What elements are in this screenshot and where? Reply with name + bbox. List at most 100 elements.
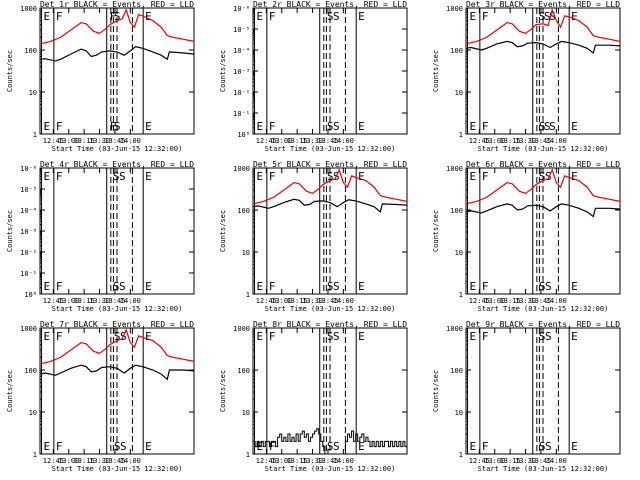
panel-title: Det 5r BLACK = Events, RED = LLD (253, 160, 407, 169)
x-tick-label: 13:30 (89, 457, 110, 465)
series-events-line (465, 40, 621, 55)
marker-label-top: F (482, 330, 489, 343)
marker-label-top: F (56, 10, 63, 23)
detector-panel-1: Det 1r BLACK = Events, RED = LLD 1 10 100 10… (6, 0, 195, 153)
marker-label-top: F (269, 170, 276, 183)
y-tick-label: 1 (33, 451, 37, 459)
marker-label-bottom: S (545, 440, 552, 453)
x-tick-label: 13:45 (530, 457, 551, 465)
x-axis-label: Start Time (03-Jun-15 12:32:00) (478, 305, 609, 313)
marker-label-top: S (539, 330, 546, 343)
y-tick-label: 1 (246, 291, 250, 299)
y-tick-label: 1 (459, 131, 463, 139)
y-axis-label: Counts/sec (219, 370, 227, 412)
series-events-line (252, 198, 408, 213)
x-tick-label: 13:00 (271, 457, 292, 465)
y-axis-label: Counts/sec (432, 370, 440, 412)
marker-label-top: S (327, 330, 334, 343)
y-tick-label: 10⁻⁴ (233, 47, 250, 55)
marker-label-bottom: F (269, 440, 276, 453)
marker-label-top: E (145, 10, 152, 23)
y-tick-label: 1000 (233, 165, 250, 173)
marker-label-bottom: F (482, 440, 489, 453)
marker-label-top: F (482, 10, 489, 23)
marker-label-bottom: S (120, 440, 127, 453)
panel-title: Det 9r BLACK = Events, RED = LLD (466, 320, 620, 329)
marker-label-bottom: E (145, 120, 152, 133)
y-tick-label: 10 (242, 249, 250, 257)
y-tick-label: 1 (33, 131, 37, 139)
y-tick-label: 1000 (233, 325, 250, 333)
y-tick-label: 10⁰ (24, 291, 37, 299)
detector-panel-7: Det 7r BLACK = Events, RED = LLD 1 10 100 10… (6, 320, 195, 473)
x-tick-label: 14:00 (333, 457, 354, 465)
x-tick-label: 13:45 (530, 297, 551, 305)
marker-label-bottom: E (358, 440, 365, 453)
marker-label-top: S (114, 330, 121, 343)
x-tick-label: 13:15 (74, 457, 95, 465)
x-tick-label: 12:45 (469, 137, 490, 145)
y-tick-label: 100 (237, 367, 250, 375)
marker-label-bottom: E (257, 280, 264, 293)
marker-label-top: E (44, 330, 51, 343)
x-tick-label: 13:00 (484, 137, 505, 145)
marker-label-bottom: E (145, 440, 152, 453)
marker-label-bottom: E (44, 280, 51, 293)
x-tick-label: 13:30 (515, 457, 536, 465)
marker-label-top: F (269, 10, 276, 23)
marker-label-bottom: E (571, 280, 578, 293)
y-tick-label: 10 (455, 249, 463, 257)
y-tick-label: 10 (455, 409, 463, 417)
panel-title: Det 4r BLACK = Events, RED = LLD (40, 160, 194, 169)
series-lld-line (465, 7, 621, 45)
detector-panel-3: Det 3r BLACK = Events, RED = LLD 1 10 100 10… (432, 0, 621, 153)
marker-label-top: E (571, 170, 578, 183)
marker-label-top: S (119, 170, 126, 183)
y-tick-label: 1000 (20, 325, 37, 333)
y-tick-label: 10⁻¹ (20, 270, 37, 278)
x-tick-label: 12:45 (469, 297, 490, 305)
y-tick-label: 10 (29, 89, 37, 97)
marker-label-bottom: S (544, 120, 551, 133)
y-tick-label: 10⁰ (237, 131, 250, 139)
x-tick-label: 13:30 (515, 297, 536, 305)
x-tick-label: 12:45 (256, 297, 277, 305)
panel-title: Det 3r BLACK = Events, RED = LLD (466, 0, 620, 9)
marker-label-top: F (482, 170, 489, 183)
x-tick-label: 13:45 (104, 457, 125, 465)
y-axis-label: Counts/sec (219, 210, 227, 252)
x-tick-label: 13:45 (317, 297, 338, 305)
detector-panel-6: Det 6r BLACK = Events, RED = LLD 1 10 100 10… (432, 160, 621, 313)
marker-label-bottom: E (358, 120, 365, 133)
x-tick-label: 13:45 (317, 457, 338, 465)
marker-label-top: S (545, 330, 552, 343)
marker-label-top: E (44, 10, 51, 23)
panel-title: Det 1r BLACK = Events, RED = LLD (40, 0, 194, 9)
x-tick-label: 13:15 (74, 137, 95, 145)
series-lld-line (252, 168, 408, 205)
x-axis-label: Start Time (03-Jun-15 12:32:00) (265, 465, 396, 473)
marker-label-bottom: S (114, 440, 121, 453)
y-tick-label: 100 (24, 367, 37, 375)
marker-label-top: S (327, 10, 334, 23)
x-tick-label: 13:30 (302, 457, 323, 465)
y-tick-label: 10⁻⁴ (20, 207, 37, 215)
marker-label-bottom: S (327, 120, 334, 133)
marker-label-top: E (44, 170, 51, 183)
marker-label-bottom: S (119, 280, 126, 293)
x-tick-label: 13:15 (500, 457, 521, 465)
x-tick-label: 13:15 (287, 457, 308, 465)
x-axis-label: Start Time (03-Jun-15 12:32:00) (52, 465, 183, 473)
panel-title: Det 8r BLACK = Events, RED = LLD (253, 320, 407, 329)
x-tick-label: 14:00 (546, 137, 567, 145)
y-axis-label: Counts/sec (219, 50, 227, 92)
detector-panel-4: Det 4r BLACK = Events, RED = LLD 10⁰ 10⁻¹ 1… (6, 160, 195, 313)
marker-label-top: E (145, 170, 152, 183)
series-events-line (465, 203, 621, 218)
marker-label-bottom: S (539, 280, 546, 293)
x-axis-label: Start Time (03-Jun-15 12:32:00) (265, 145, 396, 153)
y-tick-label: 10 (29, 409, 37, 417)
marker-label-top: S (114, 10, 121, 23)
y-axis-label: Counts/sec (432, 210, 440, 252)
y-tick-label: 10⁻¹ (233, 110, 250, 118)
